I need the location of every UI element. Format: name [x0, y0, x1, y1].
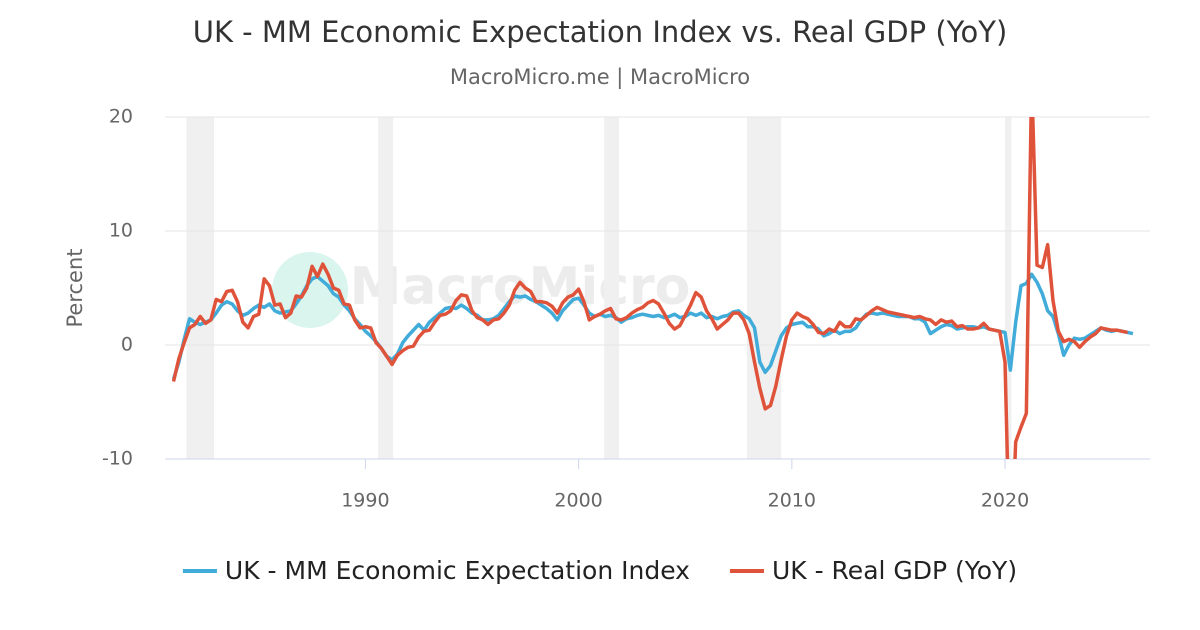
plot-lines [171, 117, 1134, 459]
x-tick-label: 1990 [341, 490, 389, 512]
chart-title: UK - MM Economic Expectation Index vs. R… [193, 15, 1008, 49]
x-tick-label: 2020 [981, 490, 1029, 512]
shaded-period [1005, 117, 1012, 459]
y-axis-label: Percent [63, 248, 87, 327]
y-tick-label: 20 [109, 106, 133, 128]
chart-subtitle: MacroMicro.me | MacroMicro [450, 65, 750, 90]
shaded-period [604, 117, 620, 459]
y-tick-label: 10 [109, 220, 133, 242]
shaded-period [378, 117, 394, 459]
series-line [171, 117, 1128, 459]
shaded-period [186, 117, 215, 459]
x-tick-label: 2000 [554, 490, 602, 512]
legend-label: UK - Real GDP (YoY) [772, 556, 1017, 585]
y-tick-label: 0 [121, 334, 133, 356]
legend-item: UK - MM Economic Expectation Index [182, 556, 690, 585]
legend-label: UK - MM Economic Expectation Index [225, 556, 690, 585]
series-line [171, 272, 1134, 380]
legend-item: UK - Real GDP (YoY) [729, 556, 1017, 585]
y-tick-label: -10 [102, 448, 133, 470]
x-tick-label: 2010 [768, 490, 816, 512]
watermark: MacroMicro [350, 257, 691, 317]
